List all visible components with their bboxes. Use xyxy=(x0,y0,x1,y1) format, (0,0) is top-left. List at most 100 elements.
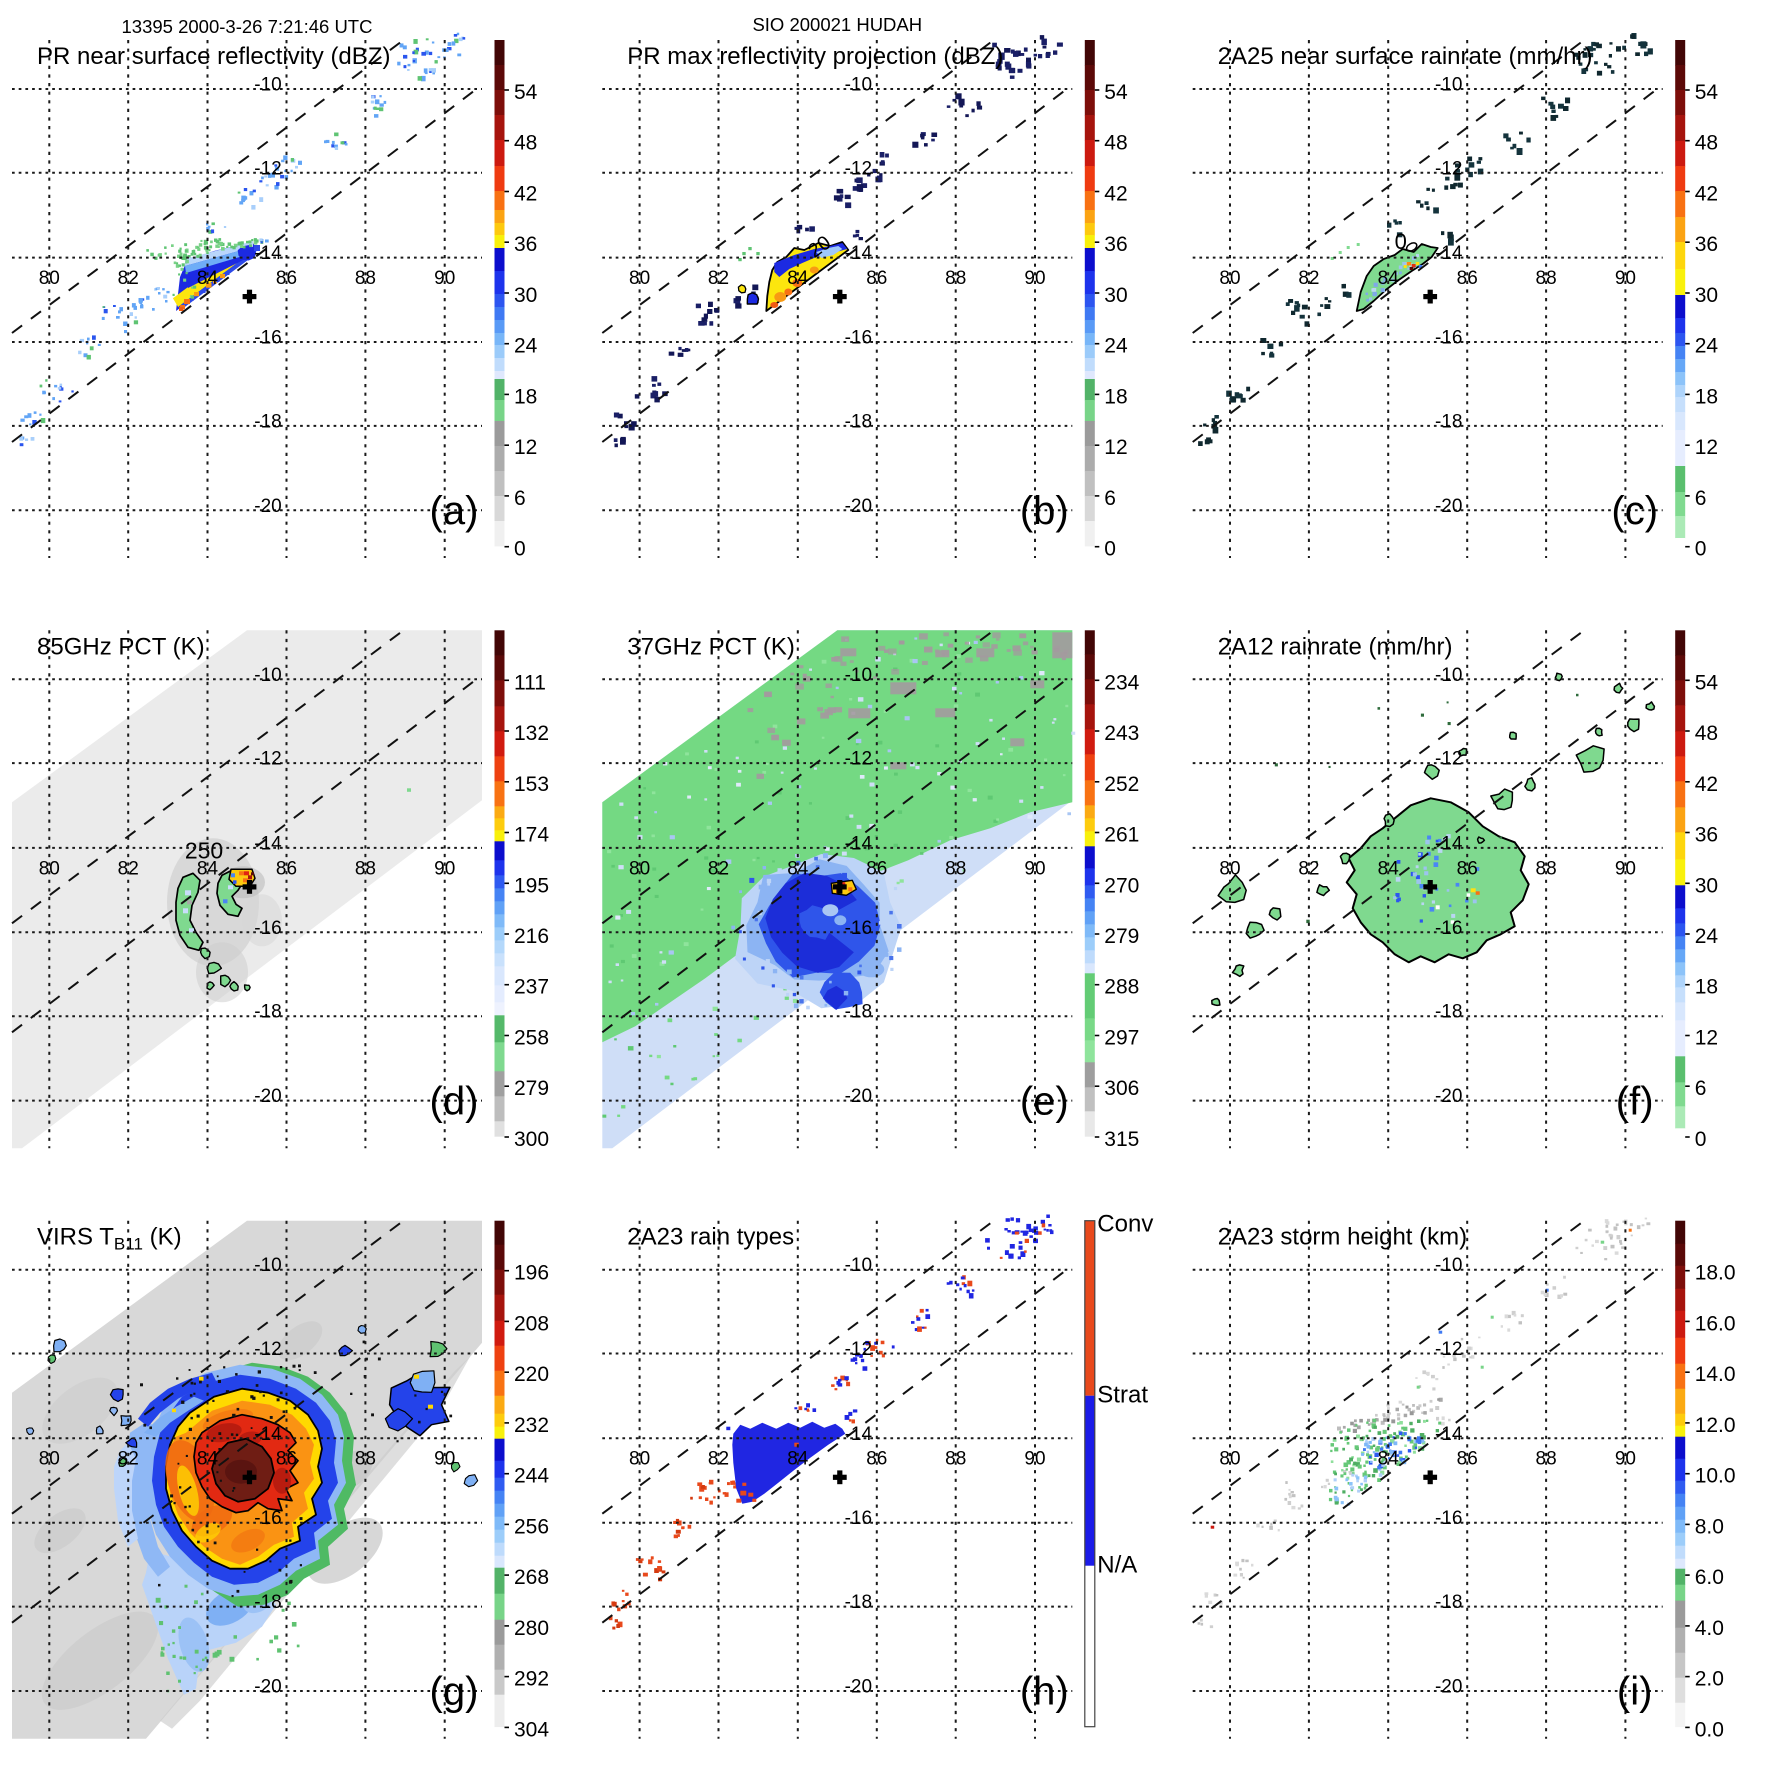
svg-text:-18: -18 xyxy=(845,411,872,432)
svg-text:36: 36 xyxy=(514,233,537,256)
svg-text:80: 80 xyxy=(1219,858,1240,879)
svg-text:0: 0 xyxy=(1695,538,1707,561)
svg-text:88: 88 xyxy=(945,1449,966,1470)
svg-text:292: 292 xyxy=(514,1668,549,1691)
svg-text:4.0: 4.0 xyxy=(1695,1617,1724,1640)
svg-text:-18: -18 xyxy=(845,1592,872,1613)
svg-text:195: 195 xyxy=(514,874,549,897)
svg-text:82: 82 xyxy=(708,858,729,879)
svg-text:-16: -16 xyxy=(845,1508,872,1529)
svg-text:(d): (d) xyxy=(430,1079,479,1123)
svg-text:0: 0 xyxy=(514,538,526,561)
svg-text:82: 82 xyxy=(1298,268,1319,289)
svg-text:132: 132 xyxy=(514,722,549,745)
svg-text:(g): (g) xyxy=(430,1670,479,1714)
svg-text:(e): (e) xyxy=(1020,1079,1069,1123)
svg-text:-10: -10 xyxy=(1435,1255,1462,1276)
svg-text:-12: -12 xyxy=(254,158,281,179)
svg-text:244: 244 xyxy=(514,1465,549,1488)
svg-text:-14: -14 xyxy=(254,833,282,854)
svg-text:88: 88 xyxy=(1536,1449,1557,1470)
svg-text:84: 84 xyxy=(1378,858,1400,879)
svg-text:(a): (a) xyxy=(430,489,479,533)
svg-text:SIO 200021 HUDAH: SIO 200021 HUDAH xyxy=(752,14,922,35)
svg-text:24: 24 xyxy=(1695,335,1719,358)
svg-text:80: 80 xyxy=(1219,1449,1240,1470)
svg-text:-18: -18 xyxy=(254,1592,281,1613)
svg-text:80: 80 xyxy=(629,858,650,879)
svg-text:0.0: 0.0 xyxy=(1695,1718,1724,1741)
svg-text:0: 0 xyxy=(1104,538,1116,561)
svg-text:-16: -16 xyxy=(1435,918,1462,939)
svg-text:-18: -18 xyxy=(1435,411,1462,432)
svg-text:84: 84 xyxy=(787,858,809,879)
svg-text:216: 216 xyxy=(514,925,549,948)
svg-text:16.0: 16.0 xyxy=(1695,1312,1736,1335)
svg-text:-14: -14 xyxy=(845,243,873,264)
svg-text:85GHz PCT (K): 85GHz PCT (K) xyxy=(37,633,205,660)
svg-text:-14: -14 xyxy=(845,833,873,854)
svg-text:18: 18 xyxy=(1104,385,1127,408)
svg-text:2A25 near surface rainrate (mm: 2A25 near surface rainrate (mm/hr) xyxy=(1218,43,1593,70)
svg-text:-14: -14 xyxy=(1435,1424,1463,1445)
svg-text:84: 84 xyxy=(787,268,809,289)
svg-text:86: 86 xyxy=(1457,1449,1478,1470)
svg-text:Strat: Strat xyxy=(1097,1382,1148,1409)
svg-text:80: 80 xyxy=(629,268,650,289)
svg-text:18: 18 xyxy=(1695,385,1718,408)
svg-text:84: 84 xyxy=(197,268,219,289)
svg-text:261: 261 xyxy=(1104,824,1139,847)
svg-text:315: 315 xyxy=(1104,1128,1139,1151)
svg-text:-20: -20 xyxy=(1435,1086,1462,1107)
svg-text:-16: -16 xyxy=(845,328,872,349)
svg-text:-12: -12 xyxy=(845,1339,872,1360)
svg-text:30: 30 xyxy=(1695,284,1718,307)
svg-text:54: 54 xyxy=(1695,671,1719,694)
svg-text:84: 84 xyxy=(1378,268,1400,289)
svg-text:37GHz PCT (K): 37GHz PCT (K) xyxy=(627,633,795,660)
svg-text:13395 2000-3-26 7:21:46 UTC: 13395 2000-3-26 7:21:46 UTC xyxy=(122,16,373,37)
svg-text:(h): (h) xyxy=(1020,1670,1069,1714)
svg-text:8.0: 8.0 xyxy=(1695,1515,1724,1538)
svg-text:2A12 rainrate (mm/hr): 2A12 rainrate (mm/hr) xyxy=(1218,633,1453,660)
svg-text:6: 6 xyxy=(1695,487,1707,510)
svg-text:30: 30 xyxy=(1695,874,1718,897)
svg-text:86: 86 xyxy=(866,858,887,879)
svg-text:82: 82 xyxy=(1298,858,1319,879)
svg-text:90: 90 xyxy=(434,1449,455,1470)
svg-text:-20: -20 xyxy=(254,1086,281,1107)
svg-text:90: 90 xyxy=(1024,268,1045,289)
svg-text:-10: -10 xyxy=(254,1255,281,1276)
svg-text:30: 30 xyxy=(1104,284,1127,307)
svg-text:88: 88 xyxy=(1536,268,1557,289)
svg-text:30: 30 xyxy=(514,284,537,307)
svg-text:54: 54 xyxy=(1695,81,1719,104)
svg-text:0: 0 xyxy=(1695,1128,1707,1151)
svg-text:297: 297 xyxy=(1104,1027,1139,1050)
svg-text:48: 48 xyxy=(1104,132,1127,155)
svg-text:54: 54 xyxy=(1104,81,1128,104)
svg-text:-10: -10 xyxy=(1435,665,1462,686)
svg-text:N/A: N/A xyxy=(1097,1552,1137,1579)
svg-text:36: 36 xyxy=(1695,824,1718,847)
svg-text:232: 232 xyxy=(514,1414,549,1437)
svg-text:2A23 storm height (km): 2A23 storm height (km) xyxy=(1218,1224,1467,1251)
svg-text:-18: -18 xyxy=(1435,1592,1462,1613)
svg-text:86: 86 xyxy=(276,1449,297,1470)
svg-text:12: 12 xyxy=(1695,1027,1718,1050)
svg-text:88: 88 xyxy=(355,1449,376,1470)
svg-text:304: 304 xyxy=(514,1718,549,1741)
svg-text:280: 280 xyxy=(514,1617,549,1640)
svg-text:90: 90 xyxy=(1615,858,1636,879)
svg-text:86: 86 xyxy=(866,268,887,289)
svg-text:80: 80 xyxy=(629,1449,650,1470)
svg-text:6: 6 xyxy=(514,487,526,510)
svg-text:90: 90 xyxy=(1615,268,1636,289)
svg-text:14.0: 14.0 xyxy=(1695,1363,1736,1386)
svg-text:-14: -14 xyxy=(1435,833,1463,854)
svg-text:86: 86 xyxy=(276,268,297,289)
svg-text:-18: -18 xyxy=(845,1002,872,1023)
svg-text:80: 80 xyxy=(39,858,60,879)
svg-text:220: 220 xyxy=(514,1363,549,1386)
svg-text:36: 36 xyxy=(1695,233,1718,256)
